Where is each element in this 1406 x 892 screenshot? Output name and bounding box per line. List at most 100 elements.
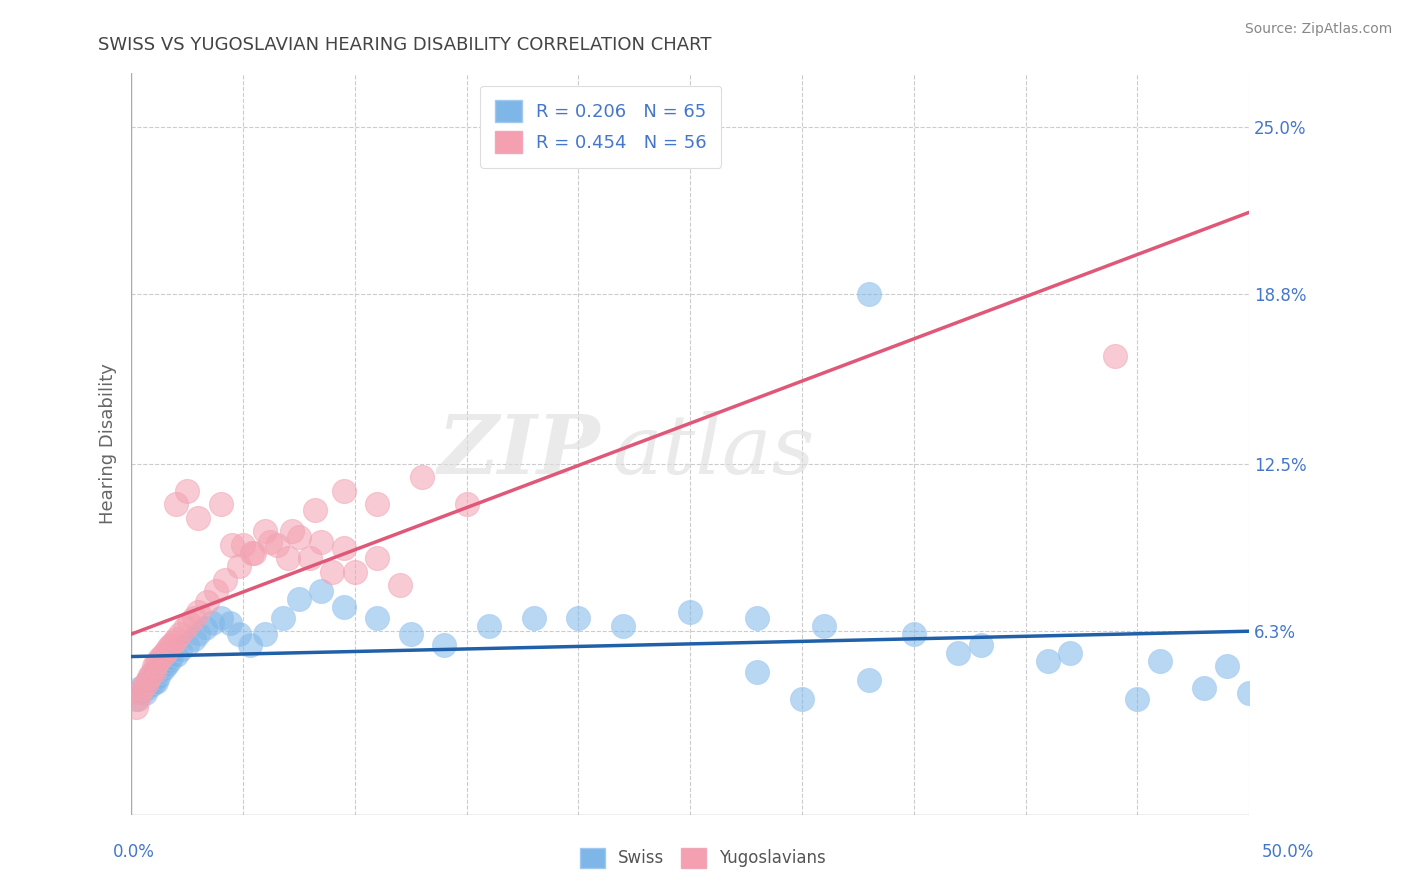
- Point: [145, 667, 167, 681]
- Point: [399, 627, 422, 641]
- Text: 0.0%: 0.0%: [112, 843, 155, 861]
- Point: [131, 681, 153, 695]
- Point: [679, 605, 702, 619]
- Point: [156, 643, 179, 657]
- Point: [747, 665, 769, 679]
- Point: [142, 665, 165, 679]
- Point: [153, 659, 176, 673]
- Point: [254, 627, 277, 641]
- Point: [152, 648, 174, 663]
- Point: [176, 483, 198, 498]
- Point: [948, 646, 970, 660]
- Point: [138, 678, 160, 692]
- Point: [125, 691, 148, 706]
- Point: [127, 691, 149, 706]
- Point: [254, 524, 277, 539]
- Point: [146, 670, 169, 684]
- Legend: R = 0.206   N = 65, R = 0.454   N = 56: R = 0.206 N = 65, R = 0.454 N = 56: [481, 86, 721, 168]
- Point: [209, 498, 232, 512]
- Point: [146, 654, 169, 668]
- Point: [970, 638, 993, 652]
- Point: [165, 648, 187, 663]
- Point: [183, 610, 205, 624]
- Point: [176, 638, 198, 652]
- Text: 50.0%: 50.0%: [1263, 843, 1315, 861]
- Point: [243, 546, 266, 560]
- Point: [142, 675, 165, 690]
- Point: [160, 638, 183, 652]
- Point: [277, 551, 299, 566]
- Point: [194, 622, 217, 636]
- Point: [456, 498, 478, 512]
- Legend: Swiss, Yugoslavians: Swiss, Yugoslavians: [574, 841, 832, 875]
- Point: [232, 538, 254, 552]
- Point: [135, 675, 157, 690]
- Point: [179, 616, 201, 631]
- Point: [612, 619, 634, 633]
- Point: [125, 699, 148, 714]
- Point: [214, 573, 236, 587]
- Point: [271, 610, 294, 624]
- Point: [142, 665, 165, 679]
- Point: [366, 498, 388, 512]
- Point: [205, 583, 228, 598]
- Point: [183, 632, 205, 647]
- Point: [332, 541, 354, 555]
- Point: [163, 635, 186, 649]
- Point: [523, 610, 546, 624]
- Text: SWISS VS YUGOSLAVIAN HEARING DISABILITY CORRELATION CHART: SWISS VS YUGOSLAVIAN HEARING DISABILITY …: [98, 36, 711, 54]
- Point: [156, 657, 179, 671]
- Point: [160, 651, 183, 665]
- Point: [152, 662, 174, 676]
- Point: [169, 627, 191, 641]
- Point: [332, 599, 354, 614]
- Point: [321, 565, 343, 579]
- Point: [135, 681, 157, 695]
- Point: [165, 498, 187, 512]
- Point: [433, 638, 456, 652]
- Point: [311, 583, 333, 598]
- Point: [209, 610, 232, 624]
- Point: [388, 578, 411, 592]
- Point: [239, 638, 262, 652]
- Text: atlas: atlas: [612, 411, 814, 491]
- Point: [903, 627, 925, 641]
- Point: [187, 627, 209, 641]
- Point: [1036, 654, 1059, 668]
- Point: [134, 678, 156, 692]
- Point: [135, 675, 157, 690]
- Point: [332, 483, 354, 498]
- Point: [218, 616, 240, 631]
- Point: [201, 616, 224, 631]
- Point: [129, 686, 152, 700]
- Point: [142, 673, 165, 687]
- Point: [858, 287, 880, 301]
- Y-axis label: Hearing Disability: Hearing Disability: [100, 363, 117, 524]
- Point: [1216, 659, 1239, 673]
- Point: [157, 640, 180, 655]
- Point: [1059, 646, 1081, 660]
- Point: [149, 651, 172, 665]
- Point: [228, 627, 250, 641]
- Point: [1126, 691, 1149, 706]
- Point: [343, 565, 366, 579]
- Point: [1194, 681, 1216, 695]
- Point: [127, 686, 149, 700]
- Point: [813, 619, 835, 633]
- Point: [145, 657, 167, 671]
- Text: ZIP: ZIP: [439, 411, 600, 491]
- Point: [138, 673, 160, 687]
- Point: [478, 619, 501, 633]
- Point: [153, 646, 176, 660]
- Point: [366, 551, 388, 566]
- Point: [131, 683, 153, 698]
- Point: [1237, 686, 1260, 700]
- Point: [142, 670, 165, 684]
- Point: [141, 678, 163, 692]
- Point: [288, 530, 311, 544]
- Point: [1149, 654, 1171, 668]
- Point: [221, 538, 243, 552]
- Point: [311, 535, 333, 549]
- Point: [195, 594, 218, 608]
- Point: [174, 622, 197, 636]
